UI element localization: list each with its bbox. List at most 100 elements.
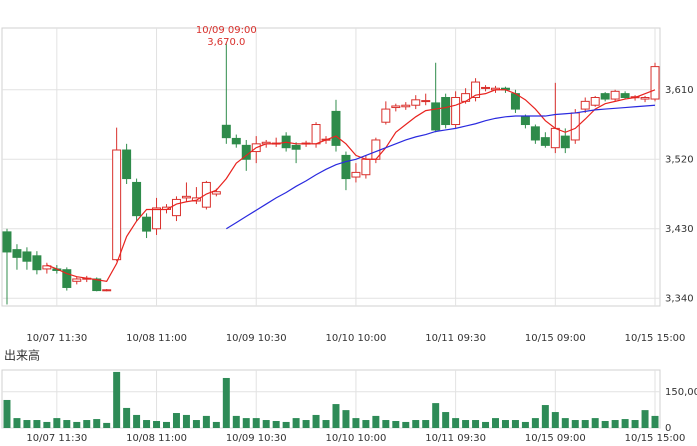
- candle-body: [620, 93, 630, 98]
- volume-bar: [292, 418, 300, 428]
- volume-bar: [412, 420, 420, 428]
- y-tick-label: 3,340: [665, 293, 694, 304]
- candle-body: [351, 171, 361, 178]
- volume-bar: [212, 421, 220, 428]
- volume-bar: [123, 407, 131, 428]
- candle-body: [391, 105, 401, 109]
- candle-body: [381, 108, 391, 123]
- candle-body: [441, 97, 451, 126]
- candle-body: [610, 90, 620, 100]
- candle-body: [411, 99, 421, 106]
- volume-bar: [651, 415, 659, 428]
- candle-body: [540, 137, 550, 146]
- annotation-time: 10/09 09:00: [196, 25, 257, 36]
- volume-bar: [541, 405, 549, 428]
- volume-bar: [163, 421, 170, 428]
- volume-bar: [601, 420, 609, 428]
- candle-body: [22, 251, 32, 262]
- volume-bar: [83, 420, 91, 428]
- volume-bar: [571, 420, 579, 428]
- candle-body: [331, 110, 341, 146]
- candle-body: [132, 181, 142, 217]
- candle-body: [401, 104, 411, 108]
- y-tick-label: 3,520: [665, 154, 694, 165]
- volume-bar: [521, 421, 529, 428]
- price-panel: [1, 27, 661, 307]
- volume-panel: [1, 369, 661, 429]
- candle-body: [550, 127, 560, 149]
- x-tick-label: 10/15 09:00: [525, 333, 586, 344]
- candle-body: [122, 149, 132, 180]
- volume-bar: [312, 414, 320, 428]
- moving-average-line: [226, 104, 656, 230]
- volume-bar: [143, 420, 151, 428]
- volume-bar: [482, 421, 490, 428]
- volume-bar: [501, 420, 509, 428]
- x-tick-label: 10/07 11:30: [26, 333, 87, 344]
- x-tick-label: 10/09 10:30: [226, 433, 287, 444]
- candle-body: [62, 269, 72, 288]
- volume-bar: [182, 414, 190, 428]
- volume-bar: [242, 418, 250, 428]
- candle-body: [451, 97, 461, 126]
- volume-bar: [172, 413, 180, 428]
- volume-bar: [392, 420, 400, 428]
- volume-bar: [551, 412, 559, 428]
- volume-bar: [43, 421, 51, 428]
- volume-bar: [452, 418, 460, 428]
- candle-body: [580, 100, 590, 110]
- volume-bar: [232, 415, 240, 428]
- volume-bar: [442, 412, 450, 428]
- x-tick-label: 10/07 11:30: [26, 433, 87, 444]
- volume-bar: [472, 420, 480, 428]
- volume-bar: [33, 420, 41, 428]
- volume-bar: [531, 418, 539, 428]
- volume-bar: [13, 418, 21, 428]
- volume-bar: [133, 414, 141, 428]
- volume-bar: [382, 420, 390, 428]
- candle-body: [72, 278, 82, 282]
- candle-body: [590, 97, 600, 106]
- volume-bar: [153, 420, 161, 428]
- volume-bar: [252, 418, 260, 428]
- volume-bar: [432, 403, 440, 428]
- candle-body: [530, 126, 540, 141]
- candle-body: [152, 207, 162, 230]
- candle-body: [32, 255, 42, 271]
- x-tick-label: 10/15 09:00: [525, 433, 586, 444]
- candle-body: [221, 124, 231, 139]
- volume-bar: [23, 420, 31, 428]
- x-tick-label: 10/09 10:30: [226, 333, 287, 344]
- volume-bar: [362, 420, 370, 428]
- volume-bar: [93, 419, 101, 428]
- volume-bar: [302, 420, 310, 428]
- volume-bar: [262, 420, 270, 428]
- volume-bar: [402, 421, 410, 428]
- candle-body: [311, 124, 321, 145]
- volume-bar: [581, 420, 589, 428]
- x-tick-label: 10/11 09:30: [425, 433, 486, 444]
- x-tick-label: 10/10 10:00: [326, 433, 387, 444]
- candle-body: [201, 181, 211, 208]
- x-tick-label: 10/08 11:00: [126, 333, 187, 344]
- volume-bar: [192, 420, 200, 428]
- candle-body: [112, 149, 122, 261]
- volume-bar: [53, 418, 61, 428]
- volume-bar: [561, 418, 569, 428]
- candle-body: [431, 102, 441, 131]
- y-tick-label: 0: [665, 423, 671, 434]
- candle-body: [211, 191, 221, 195]
- y-tick-label: 150,000: [665, 387, 697, 398]
- candle-body: [291, 144, 301, 150]
- candle-body: [650, 66, 660, 100]
- volume-bar: [3, 399, 11, 428]
- candle-body: [231, 137, 241, 145]
- candle-body: [421, 100, 431, 103]
- x-tick-label: 10/15 15:00: [625, 433, 686, 444]
- candle-body: [600, 93, 610, 100]
- candle-body: [361, 158, 371, 176]
- candle-body: [481, 86, 491, 89]
- volume-bar: [631, 420, 639, 428]
- volume-bar: [352, 418, 360, 428]
